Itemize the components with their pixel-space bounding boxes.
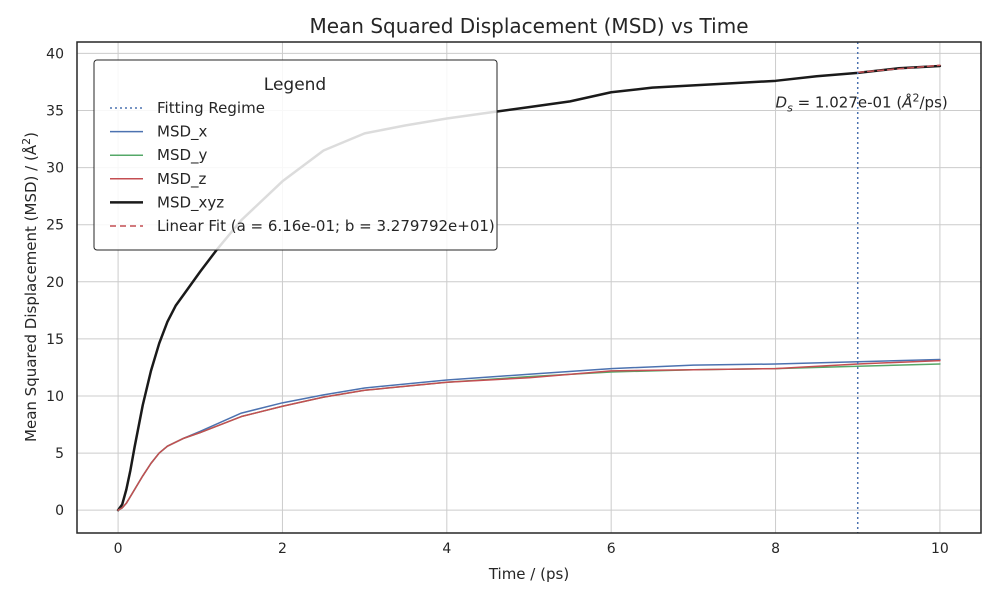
y-tick-label: 20 (46, 275, 64, 291)
y-tick-label: 25 (46, 218, 64, 234)
legend-entries: Fitting Regime MSD_x MSD_y MSD_z MSD_xyz Line… (110, 99, 495, 235)
y-tick-label: 40 (46, 46, 64, 62)
y-tick-label: 35 (46, 104, 64, 120)
annotation-unit-tail: /ps) (920, 94, 948, 112)
y-axis-label: Mean Squared Displacement (MSD) / (Å2) (20, 132, 40, 442)
y-axis-label-exp: 2 (20, 138, 33, 145)
legend-label: MSD_y (157, 146, 208, 165)
series-line-msd-x (117, 358, 941, 511)
y-axis-label-close: ) (22, 132, 40, 138)
y-tick-labels: 0 5 10 15 20 25 30 35 40 (46, 46, 64, 519)
x-tick-labels: 0 2 4 6 8 10 (114, 541, 949, 557)
y-tick-label: 15 (46, 332, 64, 348)
y-tick-label: 0 (55, 503, 64, 519)
x-tick-label: 6 (607, 541, 616, 557)
y-tick-label: 10 (46, 389, 64, 405)
chart-title: Mean Squared Displacement (MSD) vs Time (309, 14, 748, 38)
legend-label: MSD_xyz (157, 193, 224, 212)
series-line-msd-z (117, 359, 941, 511)
annotation-symbol: D (776, 94, 788, 112)
legend-title: Legend (264, 75, 326, 95)
x-tick-label: 2 (278, 541, 287, 557)
diffusion-coefficient-annotation: Ds = 1.027e-01 (Å2/ps) (776, 92, 948, 115)
y-tick-label: 5 (55, 446, 64, 462)
annotation-unit: Å (901, 93, 912, 112)
legend-box (93, 59, 498, 251)
x-tick-label: 4 (442, 541, 451, 557)
annotation-unit-exp: 2 (913, 92, 920, 105)
series-line-linear-fit-a-6-16e-01-b-3-279792e-01 (856, 64, 941, 74)
annotation-subscript: s (787, 102, 793, 115)
x-tick-label: 8 (771, 541, 780, 557)
plot-frame (76, 41, 982, 534)
y-axis-label-text: Mean Squared Displacement (MSD) / (22, 161, 40, 442)
x-axis-label: Time / (ps) (488, 565, 569, 583)
series-line-msd-y (117, 363, 941, 511)
legend-label: MSD_z (157, 170, 207, 189)
legend-label: MSD_x (157, 123, 208, 142)
annotation-value: = 1.027e-01 ( (793, 94, 902, 112)
x-tick-label: 10 (931, 541, 949, 557)
x-tick-label: 0 (114, 541, 123, 557)
legend: Legend Fitting Regime MSD_x MSD_y MSD_z MSD_… (93, 59, 498, 251)
y-tick-label: 30 (46, 161, 64, 177)
legend-label: Linear Fit (a = 6.16e-01; b = 3.279792e+… (157, 217, 495, 235)
legend-label: Fitting Regime (157, 99, 265, 117)
y-axis-label-unit: (Å (21, 144, 40, 161)
